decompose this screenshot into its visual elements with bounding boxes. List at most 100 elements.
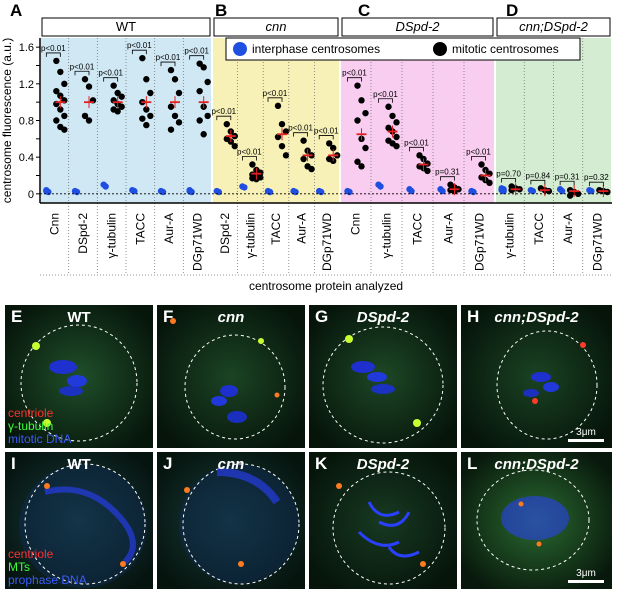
category-label: γ-tubulin xyxy=(105,213,119,258)
mitotic-point xyxy=(167,103,175,110)
mitotic-point xyxy=(354,117,361,124)
panel-H-title: cnn;DSpd-2 xyxy=(494,309,579,326)
group-title-A: WT xyxy=(116,19,136,34)
mitotic-point xyxy=(274,133,282,141)
mitotic-point xyxy=(204,78,211,86)
mitotic-point xyxy=(196,87,203,95)
panel-F-title: cnn xyxy=(217,309,245,326)
p-value-bracket xyxy=(216,115,232,121)
mitotic-point xyxy=(358,97,365,104)
mitotic-point xyxy=(53,57,60,65)
mitotic-point xyxy=(200,64,207,71)
p-value-label: p<0.01 xyxy=(127,41,152,50)
mitotic-point xyxy=(171,76,179,83)
mitotic-point xyxy=(171,112,179,120)
p-value-bracket xyxy=(501,178,517,183)
category-label: γ-tubulin xyxy=(380,213,394,258)
mitotic-point xyxy=(147,89,154,97)
micrograph-J-image xyxy=(157,452,305,589)
panel-K-title: DSpd-2 xyxy=(356,456,410,473)
x-axis-label: centrosome protein analyzed xyxy=(249,279,403,293)
p-value-label: p=0.70 xyxy=(496,170,521,179)
mitotic-point xyxy=(61,112,68,120)
legend-centriole: centriole xyxy=(8,406,54,420)
mitotic-point xyxy=(274,102,282,110)
p-value-label: p<0.01 xyxy=(211,107,236,116)
panel-G-letter: G xyxy=(315,307,329,326)
y-axis-label: centrosome fluorescence (a.u.) xyxy=(0,38,14,203)
mitotic-point xyxy=(143,106,150,113)
p-value-bracket xyxy=(45,52,61,57)
mitotic-point xyxy=(231,142,238,150)
mitotic-point xyxy=(200,131,207,138)
y-tick-label: 0.8 xyxy=(19,116,34,128)
group-title-box-D xyxy=(496,17,611,37)
mitotic-point xyxy=(362,144,369,152)
p-value-label: p=0.31 xyxy=(555,172,580,181)
interphase-point xyxy=(73,188,81,196)
interphase-point xyxy=(102,183,109,190)
group-letter-D: D xyxy=(506,1,518,20)
category-label: Aur-A xyxy=(561,213,575,244)
micrograph-I: I WT centriole MTs prophase DNA xyxy=(5,452,153,589)
legend-gamma-tubulin: γ-tubulin xyxy=(8,419,54,433)
panel-J-title: cnn xyxy=(217,456,245,473)
panel-I-letter: I xyxy=(11,454,16,473)
micrograph-K-image xyxy=(309,452,457,589)
scale-bar-top-label: 3μm xyxy=(576,427,596,438)
p-value-label: p<0.01 xyxy=(373,90,398,99)
mitotic-point xyxy=(278,142,286,150)
micrograph-F: F cnn xyxy=(157,305,305,448)
scale-bar-bottom-label: 3μm xyxy=(576,568,596,579)
mitotic-point xyxy=(566,192,574,199)
interphase-point xyxy=(500,187,507,195)
mitotic-point xyxy=(85,83,93,90)
y-tick-label: 0.4 xyxy=(19,152,34,164)
category-label: DSpd-2 xyxy=(76,213,90,254)
interphase-point xyxy=(377,183,384,190)
p-value-bracket xyxy=(242,156,257,161)
category-label: TACC xyxy=(411,213,425,245)
mitotic-point xyxy=(175,89,183,97)
category-label: TACC xyxy=(532,213,546,245)
scale-bar-top: 3μm xyxy=(568,427,604,442)
category-label: Cnn xyxy=(47,213,61,235)
panel-G-title: DSpd-2 xyxy=(356,309,410,326)
mitotic-point xyxy=(57,92,64,99)
mitotic-point xyxy=(326,140,333,147)
mitotic-point xyxy=(308,165,315,173)
p-value-label: p<0.01 xyxy=(70,62,95,71)
category-label: DGp71WD xyxy=(473,213,487,271)
p-value-label: p<0.01 xyxy=(404,138,429,147)
p-value-label: p<0.01 xyxy=(263,89,288,98)
scale-bar-bottom-line xyxy=(568,580,604,583)
p-value-label: p<0.01 xyxy=(288,124,313,133)
mitotic-point xyxy=(282,128,290,135)
mitotic-point xyxy=(81,76,89,83)
p-value-label: p<0.01 xyxy=(466,148,491,157)
interphase-point xyxy=(408,187,415,195)
scale-bar-top-line xyxy=(568,439,604,442)
legend-mitotic-dna: mitotic DNA xyxy=(8,432,72,446)
mitotic-point xyxy=(393,133,400,141)
micrograph-H-image xyxy=(461,305,612,448)
mitotic-point xyxy=(223,120,230,128)
centrosome-fluorescence-chart: WT Ap<0.01 Cnn p<0.01 DSpd-2 p<0.01 γ-tubulin p… xyxy=(0,1,612,293)
panel-K-letter: K xyxy=(315,454,328,473)
micrograph-E-image xyxy=(5,305,153,448)
p-value-bracket xyxy=(131,49,147,55)
mitotic-point xyxy=(358,163,365,170)
p-value-label: p<0.01 xyxy=(314,126,339,135)
mitotic-point xyxy=(53,117,60,124)
mitotic-point xyxy=(175,119,183,126)
p-value-bracket xyxy=(530,179,546,185)
p-value-bracket xyxy=(409,146,424,152)
panel-F-letter: F xyxy=(163,307,174,326)
mitotic-point xyxy=(300,155,307,163)
y-tick-label: 1.2 xyxy=(19,79,34,91)
mitotic-point xyxy=(167,126,175,133)
p-value-bracket xyxy=(347,77,362,82)
p-value-label: p=0.84 xyxy=(526,171,551,180)
p-value-label: p<0.01 xyxy=(41,44,66,53)
category-label: γ-tubulin xyxy=(503,213,517,258)
